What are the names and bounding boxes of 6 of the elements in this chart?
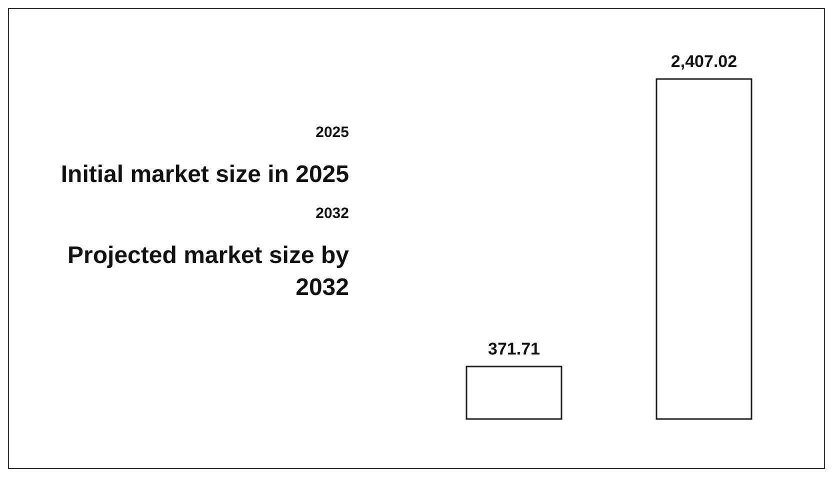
data-label: 2,407.02 (670, 52, 738, 71)
text: 2032 (314, 205, 349, 222)
text: 2025 (314, 124, 349, 141)
text: Projected market size by 2032 (66, 241, 349, 303)
text: Initial market size in 2025 (60, 160, 349, 190)
data-label: 371.71 (488, 339, 540, 358)
